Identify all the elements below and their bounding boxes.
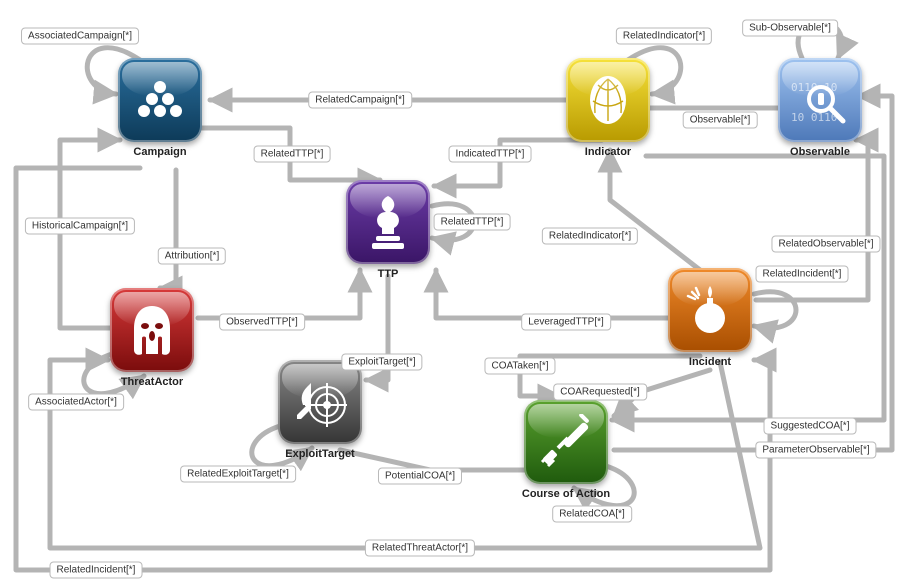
edge-label-related-campaign: RelatedCampaign[*] [308,92,412,109]
node-tile-exploittarget [278,360,362,444]
edge-label-related-et: RelatedExploitTarget[*] [180,466,296,483]
edge-label-related-indicator2: RelatedIndicator[*] [542,228,638,245]
edge-observed-ttp [198,270,360,318]
edge-label-exploit-target: ExploitTarget[*] [341,354,422,371]
node-tile-coa [524,400,608,484]
node-tile-observable: 0110 1010 0110 [778,58,862,142]
node-tile-indicator [566,58,650,142]
edge-label-observable-edge: Observable[*] [683,112,758,129]
node-label-ttp: TTP [340,268,436,280]
node-campaign: Campaign [112,58,208,158]
edge-related-indicator2 [610,150,700,270]
edge-label-related-ttp-self: RelatedTTP[*] [434,214,511,231]
node-observable: 0110 1010 0110 Observable [772,58,868,158]
edge-label-related-ta: RelatedThreatActor[*] [365,540,475,557]
node-label-campaign: Campaign [112,146,208,158]
edge-label-historical-camp: HistoricalCampaign[*] [25,218,135,235]
edge-label-observed-ttp: ObservedTTP[*] [219,314,305,331]
node-tile-ttp [346,180,430,264]
diagram-canvas: Campaign Indicator 0110 1010 0110 Observabl… [0,0,901,585]
node-threatactor: ThreatActor [104,288,200,388]
edge-label-related-incident2: RelatedIncident[*] [50,562,143,579]
edge-label-sub-observable: Sub-Observable[*] [742,20,838,37]
node-label-incident: Incident [662,356,758,368]
node-label-coa: Course of Action [518,488,614,500]
edge-related-incident [754,292,796,328]
node-label-exploittarget: ExploitTarget [272,448,368,460]
edge-attribution [160,170,176,288]
node-tile-threatactor [110,288,194,372]
node-tile-campaign [118,58,202,142]
edge-label-related-incident: RelatedIncident[*] [756,266,849,283]
edge-label-coa-taken: COATaken[*] [484,358,555,375]
node-indicator: Indicator [560,58,656,158]
node-exploittarget: ExploitTarget [272,360,368,460]
node-label-observable: Observable [772,146,868,158]
edge-label-related-coa: RelatedCOA[*] [552,506,632,523]
edge-label-coa-requested: COARequested[*] [553,384,647,401]
edge-label-potential-coa: PotentialCOA[*] [378,468,462,485]
edge-label-suggested-coa: SuggestedCOA[*] [764,418,857,435]
edge-label-assoc-actor: AssociatedActor[*] [28,394,124,411]
edge-label-indicated-ttp: IndicatedTTP[*] [449,146,532,163]
node-ttp: TTP [340,180,436,280]
edge-label-param-observable: ParameterObservable[*] [755,442,876,459]
edge-label-attribution: Attribution[*] [158,248,226,265]
edge-label-related-indicator-self: RelatedIndicator[*] [616,28,712,45]
edge-label-leveraged-ttp: LeveragedTTP[*] [521,314,611,331]
node-coa: Course of Action [518,400,614,500]
node-incident: Incident [662,268,758,368]
node-label-indicator: Indicator [560,146,656,158]
node-label-threatactor: ThreatActor [104,376,200,388]
edge-label-related-ttp: RelatedTTP[*] [254,146,331,163]
edge-label-assoc-campaign: AssociatedCampaign[*] [21,28,139,45]
edge-label-related-observable: RelatedObservable[*] [771,236,880,253]
svg-text:10 0110: 10 0110 [791,111,837,124]
node-tile-incident [668,268,752,352]
